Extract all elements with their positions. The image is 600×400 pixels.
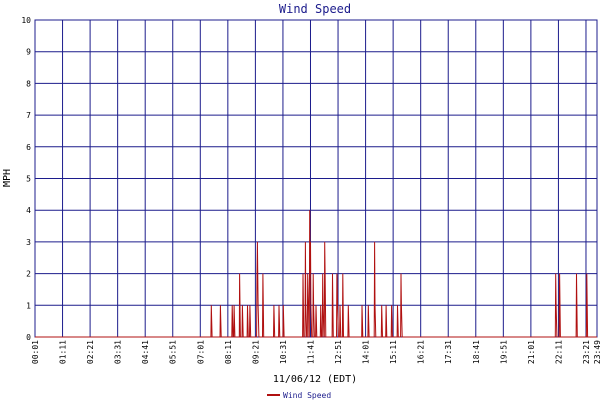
x-tick-label: 19:51 [499,340,508,364]
x-axis-ticks: 00:01 01:11 02:21 03:31 04:41 05:51 07:01 08:11… [31,340,600,364]
grid [34,19,598,338]
x-tick-label: 02:21 [86,340,95,364]
legend-label: Wind Speed [283,391,331,400]
x-tick-label: 04:41 [141,340,150,364]
x-tick-label: 21:01 [527,340,536,364]
x-tick-label: 23:21 [582,340,591,364]
x-tick-label: 09:21 [251,340,260,364]
y-tick-label: 1 [26,301,31,310]
x-tick-label: 07:01 [196,340,205,364]
y-tick-label: 5 [26,175,31,184]
x-tick-label: 12:51 [334,340,343,364]
y-tick-label: 10 [21,16,31,25]
y-tick-label: 2 [26,270,31,279]
legend: Wind Speed [267,391,331,400]
x-tick-label: 17:31 [444,340,453,364]
x-tick-label: 03:31 [114,340,123,364]
x-tick-label: 01:11 [59,340,68,364]
chart-title: Wind Speed [279,2,351,16]
x-tick-label: 10:31 [279,340,288,364]
y-tick-label: 8 [26,79,31,88]
x-tick-label: 14:01 [362,340,371,364]
y-tick-label: 3 [26,238,31,247]
y-tick-label: 0 [26,333,31,342]
x-tick-label: 11:41 [306,340,315,364]
series-layer [35,210,597,338]
x-tick-label: 23:49 [593,340,600,364]
x-axis-label: 11/06/12 (EDT) [273,374,357,385]
y-tick-label: 4 [26,206,31,215]
y-axis-ticks: 0 1 2 3 4 5 6 7 8 9 10 [21,16,31,342]
x-tick-label: 15:11 [389,340,398,364]
y-tick-label: 7 [26,111,31,120]
series-line-wind-speed [35,210,597,338]
x-tick-label: 05:51 [169,340,178,364]
y-tick-label: 9 [26,48,31,57]
x-tick-label: 16:21 [417,340,426,364]
y-axis-label: MPH [2,169,13,187]
x-tick-label: 08:11 [224,340,233,364]
x-tick-label: 00:01 [31,340,40,364]
x-tick-label: 22:11 [554,340,563,364]
y-tick-label: 6 [26,143,31,152]
x-tick-label: 18:41 [472,340,481,364]
